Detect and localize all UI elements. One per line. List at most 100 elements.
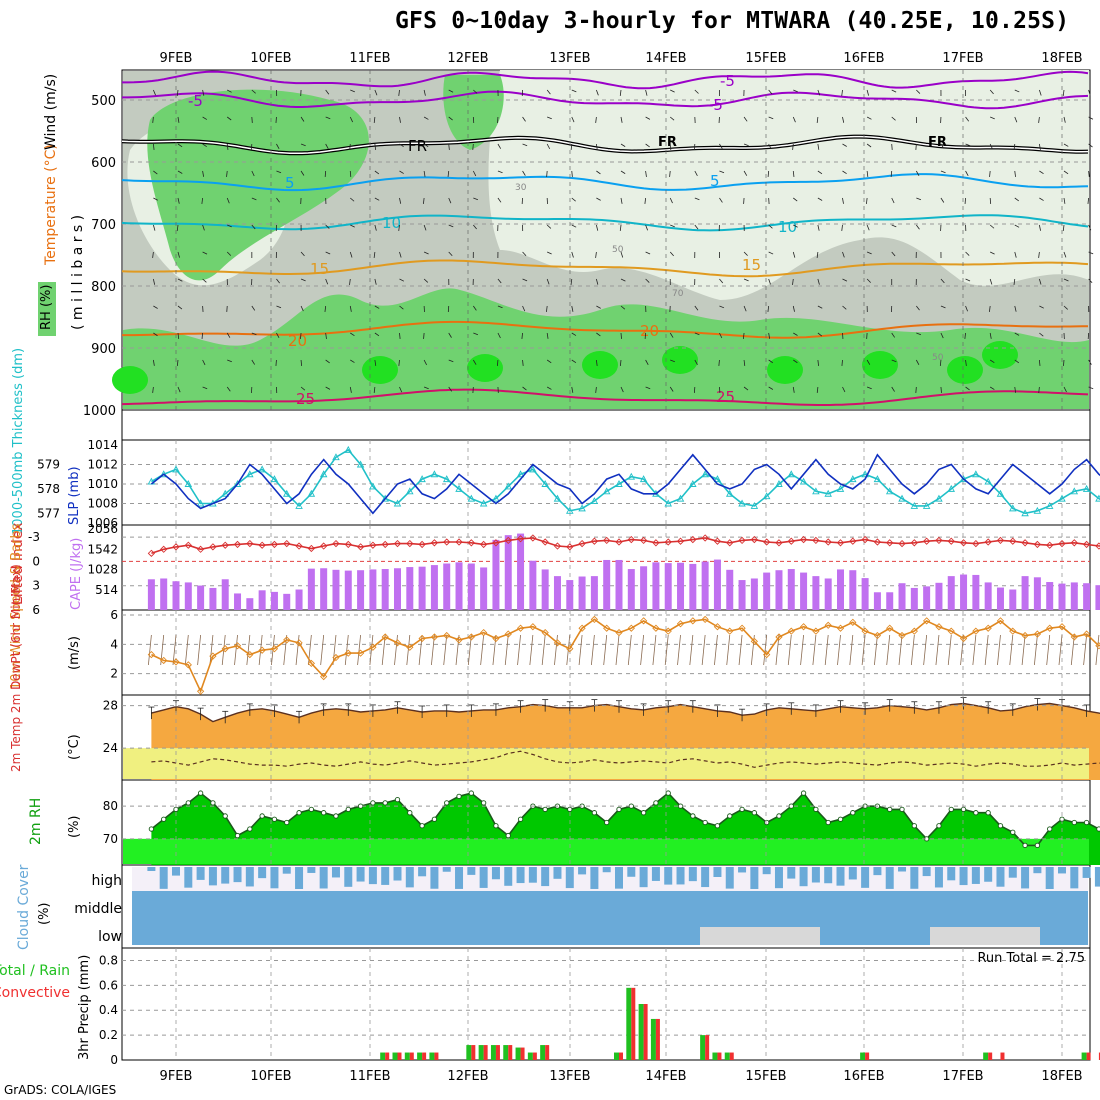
wind-speed-line-marker: [886, 624, 894, 632]
rh2m-line-marker: [800, 790, 807, 796]
pressure-tick: 1000: [83, 404, 116, 419]
wind-barb: [669, 170, 671, 177]
wind-barb: [251, 359, 256, 365]
slp-line: [150, 453, 1100, 515]
wind-barb-10m: [763, 634, 768, 666]
thickness-line-marker: [1009, 504, 1017, 512]
wind-barb: [1088, 224, 1092, 231]
cape-axis-label: CAPE (J/kg): [69, 538, 84, 610]
wind-barb-10m: [197, 634, 202, 666]
wind-barb: [596, 170, 601, 175]
wind-barb: [325, 359, 330, 364]
date-label-top: 10FEB: [250, 51, 291, 66]
isotherm-label: 25: [296, 390, 315, 408]
wind-barb: [374, 278, 377, 285]
pressure-tick: 500: [91, 94, 116, 109]
wind-barb: [768, 89, 773, 95]
wind-barb: [866, 197, 868, 204]
wind-barb: [719, 305, 725, 309]
precip-total-bar: [700, 1035, 706, 1060]
cloud-high-bar: [664, 867, 673, 885]
wind-barb: [423, 143, 429, 148]
wind-barb: [620, 116, 623, 123]
wind-barb-10m: [1083, 634, 1088, 666]
wind-barb: [1014, 116, 1018, 123]
wind-barb: [792, 143, 794, 150]
wind-barb: [373, 116, 376, 123]
rh2m-line-marker: [444, 800, 450, 806]
upper-panel: 30 50 50 70 500 600 700 800 900 1000 -5 -5 FR 5 10 15 20…: [83, 70, 1094, 419]
isotherm-line: [121, 388, 1089, 406]
wind-barb: [1088, 251, 1094, 255]
rh2m-line-marker: [480, 800, 487, 806]
wind-barb: [571, 224, 577, 228]
wind-speed-line-marker: [344, 649, 352, 657]
wind-barb: [497, 143, 502, 149]
wind-barb: [152, 116, 154, 123]
precip-total-bar: [404, 1052, 410, 1060]
rh2m-line-marker: [960, 806, 967, 813]
wind-barb-10m: [1009, 634, 1014, 666]
cloud-high-bar: [467, 867, 476, 875]
lifted-index-line-marker: [713, 537, 722, 545]
wind-speed-line-marker: [393, 639, 402, 647]
wind-barb: [989, 197, 992, 204]
cape-bar: [627, 569, 635, 610]
wind-barb: [448, 386, 453, 392]
wind-barb: [226, 386, 231, 392]
thickness-line-marker: [1045, 501, 1054, 509]
cape-bar: [664, 563, 672, 610]
wind-speed-line-marker: [406, 643, 414, 651]
cloud-high-bar: [381, 867, 390, 885]
lifted-index-line-marker: [1009, 537, 1017, 545]
lifted-index-line-marker: [984, 538, 992, 546]
rh2m-line-marker: [407, 810, 413, 816]
precip-frame: [121, 947, 1091, 1061]
lifted-index-line-marker: [959, 539, 968, 547]
wind-barb: [1088, 278, 1093, 284]
wind-barb: [817, 278, 820, 285]
date-label-top: 9FEB: [160, 51, 193, 66]
wind-barb: [1014, 305, 1017, 312]
thickness-line-marker: [910, 501, 919, 509]
wind-barb: [176, 224, 179, 231]
wind-barb: [792, 386, 795, 393]
wind-speed-line-marker: [529, 623, 537, 631]
wind-barb: [965, 170, 969, 176]
rh2m-line-marker: [714, 823, 721, 829]
wind-barb: [571, 197, 576, 202]
date-label-bottom: 18FEB: [1041, 1069, 1082, 1084]
wind-barb: [768, 386, 774, 390]
wind-barb: [448, 251, 453, 257]
rh2m-line-marker: [493, 823, 499, 829]
rh-max-patch: [947, 356, 983, 384]
wind-barb: [202, 386, 208, 390]
lifted-index-line-marker: [590, 537, 599, 545]
cape-bar: [455, 562, 463, 610]
wind-barb: [202, 251, 208, 255]
cloud-high-bar: [934, 867, 943, 888]
wind-barb-10m: [492, 634, 497, 666]
wind-barb: [719, 143, 723, 149]
cape-bar: [246, 598, 254, 610]
cape-bar: [295, 589, 303, 610]
cape-bar: [873, 592, 881, 610]
wind-barb: [570, 278, 573, 285]
wind-barb: [645, 278, 650, 283]
wind-barb: [891, 197, 895, 204]
wind-barb: [153, 332, 158, 337]
wind-barb: [1088, 116, 1094, 120]
wind-barb-10m: [394, 634, 398, 666]
wind-speed-line-marker: [455, 636, 463, 644]
wind-barb: [916, 332, 922, 336]
wind-barb: [669, 143, 672, 150]
wind-barb: [817, 332, 823, 337]
thickness-line-marker: [233, 480, 242, 487]
precip-total-bar: [466, 1045, 472, 1060]
cape-bar: [898, 583, 906, 610]
wind-barb: [669, 197, 673, 204]
wind-barb: [866, 116, 872, 120]
wind-speed-line-marker: [566, 645, 574, 653]
lifted-index-line-marker: [836, 539, 845, 547]
freezing-label: FR: [658, 135, 677, 150]
